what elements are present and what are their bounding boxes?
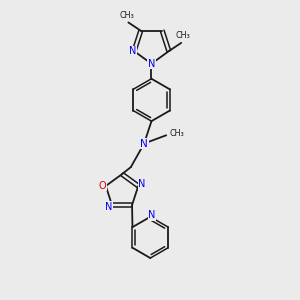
Text: N: N bbox=[138, 179, 146, 190]
Text: N: N bbox=[148, 210, 155, 220]
Text: N: N bbox=[105, 202, 112, 212]
Text: O: O bbox=[98, 181, 106, 191]
Text: N: N bbox=[140, 139, 148, 148]
Text: CH₃: CH₃ bbox=[119, 11, 134, 20]
Text: CH₃: CH₃ bbox=[176, 31, 190, 40]
Text: CH₃: CH₃ bbox=[170, 129, 184, 138]
Text: N: N bbox=[129, 46, 136, 56]
Text: N: N bbox=[148, 59, 155, 69]
